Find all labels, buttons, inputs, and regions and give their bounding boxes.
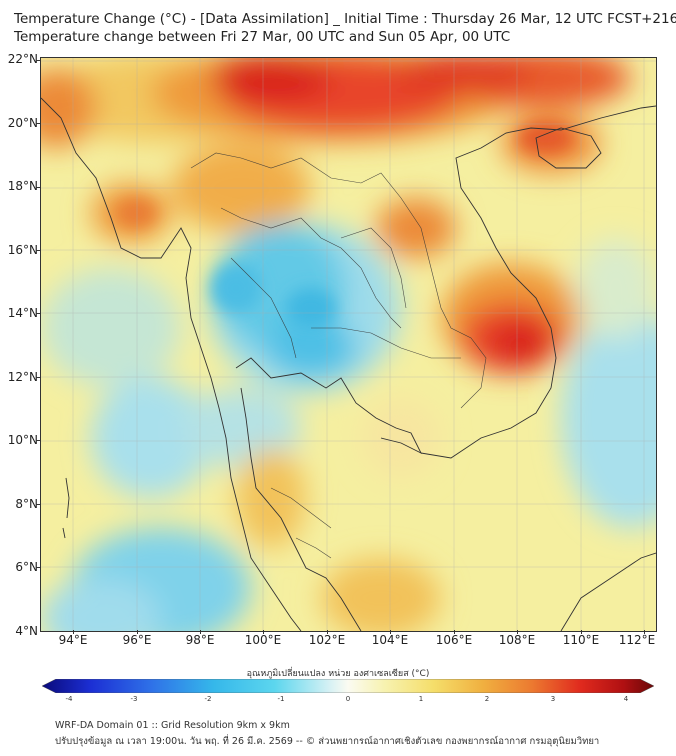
lon-tick [200,630,201,634]
lat-label: 20°N [7,116,38,130]
lat-tick [36,377,40,378]
lat-label: 14°N [7,306,38,320]
lon-tick [581,630,582,634]
lon-tick [517,630,518,634]
coastlines [41,97,656,631]
lat-tick [36,250,40,251]
lat-label: 12°N [7,370,38,384]
lat-tick [36,187,40,188]
map-canvas [41,58,656,631]
temperature-field [41,58,656,631]
footer-credit: ปรับปรุงข้อมูล ณ เวลา 19:00น. วัน พฤ. ที… [55,736,600,747]
lat-tick [36,567,40,568]
lon-label: 106°E [435,633,473,647]
colorbar-tick: 3 [550,695,556,703]
footer-model-info: WRF-DA Domain 01 :: Grid Resolution 9km … [55,720,290,731]
lon-label: 102°E [308,633,346,647]
colorbar-scale [42,679,654,693]
lon-label: 104°E [371,633,409,647]
colorbar-tick: -1 [277,695,285,703]
chart-title: Temperature Change (°C) - [Data Assimila… [14,11,676,27]
colorbar-label: อุณหภูมิเปลี่ยนแปลง หน่วย องศาเซลเซียส (… [246,669,430,679]
colorbar-tick: 4 [623,695,629,703]
lat-label: 6°N [15,560,38,574]
lon-tick [644,630,645,634]
chart-subtitle: Temperature change between Fri 27 Mar, 0… [14,29,511,45]
lon-label: 108°E [498,633,536,647]
lat-tick [36,123,40,124]
lat-tick [36,440,40,441]
colorbar-tick: -2 [204,695,212,703]
lon-label: 94°E [58,633,88,647]
colorbar-tick: 0 [345,695,351,703]
lon-label: 96°E [122,633,152,647]
lat-label: 4°N [15,624,38,638]
borders [190,152,487,559]
lon-tick [454,630,455,634]
lon-tick [390,630,391,634]
lon-tick [137,630,138,634]
lat-tick [36,504,40,505]
colorbar-tick: -4 [65,695,73,703]
lon-tick [327,630,328,634]
colorbar-tick: 2 [484,695,490,703]
colorbar-tick: -3 [130,695,138,703]
lon-label: 112°E [618,633,656,647]
lat-label: 10°N [7,433,38,447]
lat-label: 22°N [7,52,38,66]
lon-label: 100°E [244,633,282,647]
lat-tick [36,313,40,314]
lat-label: 16°N [7,243,38,257]
lon-label: 98°E [185,633,215,647]
temperature-change-map [40,57,657,632]
graticule [41,58,656,631]
lat-tick [36,60,40,61]
lon-tick [263,630,264,634]
colorbar-tick: 1 [418,695,424,703]
colorbar [42,679,654,693]
lon-label: 110°E [562,633,600,647]
lat-label: 18°N [7,179,38,193]
lat-label: 8°N [15,497,38,511]
lon-tick [73,630,74,634]
